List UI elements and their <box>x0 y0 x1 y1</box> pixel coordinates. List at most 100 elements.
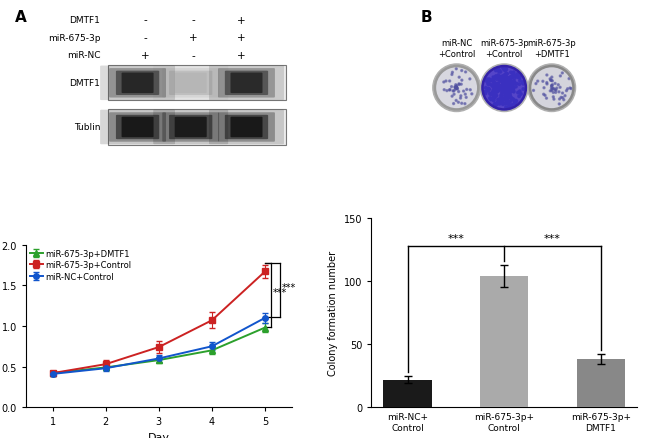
Circle shape <box>511 86 514 88</box>
Circle shape <box>510 85 513 88</box>
Circle shape <box>500 89 502 91</box>
Circle shape <box>497 84 499 86</box>
Circle shape <box>500 101 502 103</box>
Circle shape <box>456 85 458 88</box>
Circle shape <box>504 81 507 84</box>
Circle shape <box>500 101 502 103</box>
Circle shape <box>504 78 507 81</box>
Circle shape <box>451 74 453 76</box>
Circle shape <box>501 84 504 86</box>
Bar <box>109 110 287 145</box>
Circle shape <box>535 83 537 85</box>
Circle shape <box>518 96 521 98</box>
Circle shape <box>542 81 544 83</box>
Circle shape <box>493 97 496 99</box>
FancyBboxPatch shape <box>122 117 153 138</box>
Circle shape <box>549 79 551 81</box>
Circle shape <box>563 99 565 102</box>
Circle shape <box>497 78 500 80</box>
Circle shape <box>543 88 545 89</box>
Text: miR-675-3p
+DMTF1: miR-675-3p +DMTF1 <box>527 39 576 59</box>
Circle shape <box>506 92 509 94</box>
Circle shape <box>502 98 505 101</box>
Circle shape <box>506 94 509 97</box>
Circle shape <box>503 88 505 90</box>
Circle shape <box>489 80 492 82</box>
Circle shape <box>551 85 552 88</box>
Circle shape <box>551 90 552 92</box>
Circle shape <box>508 87 510 90</box>
Text: +: + <box>189 33 198 43</box>
Circle shape <box>506 84 509 86</box>
Circle shape <box>520 93 522 96</box>
Circle shape <box>456 88 458 90</box>
FancyBboxPatch shape <box>109 113 166 142</box>
Circle shape <box>508 103 510 106</box>
Circle shape <box>567 88 569 91</box>
Circle shape <box>506 93 508 95</box>
Circle shape <box>504 93 506 95</box>
Circle shape <box>495 89 498 92</box>
Circle shape <box>497 99 499 102</box>
Circle shape <box>557 85 559 87</box>
Circle shape <box>456 89 458 91</box>
Circle shape <box>504 95 507 98</box>
Circle shape <box>497 83 500 85</box>
Circle shape <box>456 88 458 89</box>
X-axis label: Day: Day <box>148 432 170 438</box>
FancyBboxPatch shape <box>116 116 159 140</box>
Circle shape <box>503 85 506 88</box>
Circle shape <box>496 86 499 88</box>
Circle shape <box>463 91 465 93</box>
Circle shape <box>503 88 506 91</box>
Circle shape <box>502 89 504 91</box>
Circle shape <box>555 90 557 92</box>
Circle shape <box>551 89 553 91</box>
Circle shape <box>513 78 515 81</box>
Text: -: - <box>192 51 195 61</box>
Circle shape <box>465 72 467 74</box>
Circle shape <box>506 99 508 102</box>
Circle shape <box>503 69 506 72</box>
Circle shape <box>502 87 504 90</box>
Circle shape <box>450 86 452 88</box>
Circle shape <box>514 83 516 85</box>
Circle shape <box>460 98 461 100</box>
Circle shape <box>512 90 515 92</box>
Circle shape <box>493 100 495 102</box>
Circle shape <box>495 77 497 79</box>
Circle shape <box>458 77 460 79</box>
Circle shape <box>517 74 519 76</box>
Circle shape <box>495 105 497 107</box>
FancyBboxPatch shape <box>209 67 284 101</box>
Circle shape <box>508 88 510 90</box>
Text: miR-NC: miR-NC <box>67 51 100 60</box>
FancyBboxPatch shape <box>153 110 228 145</box>
Circle shape <box>562 73 564 75</box>
Text: ***: *** <box>281 283 296 293</box>
Circle shape <box>512 74 515 76</box>
Circle shape <box>458 84 460 86</box>
Circle shape <box>508 95 510 97</box>
Circle shape <box>458 92 460 93</box>
Circle shape <box>497 91 499 93</box>
Circle shape <box>506 82 509 85</box>
Circle shape <box>495 79 498 81</box>
Circle shape <box>504 98 507 100</box>
Circle shape <box>485 80 488 83</box>
Circle shape <box>512 99 515 101</box>
Circle shape <box>487 90 489 93</box>
Circle shape <box>518 76 521 78</box>
Circle shape <box>553 99 555 101</box>
FancyBboxPatch shape <box>225 71 268 96</box>
Circle shape <box>500 86 502 88</box>
Circle shape <box>493 103 496 106</box>
FancyBboxPatch shape <box>109 69 166 98</box>
Circle shape <box>502 82 504 84</box>
Circle shape <box>505 87 508 90</box>
Circle shape <box>433 65 480 112</box>
Circle shape <box>497 75 500 77</box>
Circle shape <box>508 92 510 94</box>
Circle shape <box>443 89 445 92</box>
FancyBboxPatch shape <box>218 69 275 98</box>
